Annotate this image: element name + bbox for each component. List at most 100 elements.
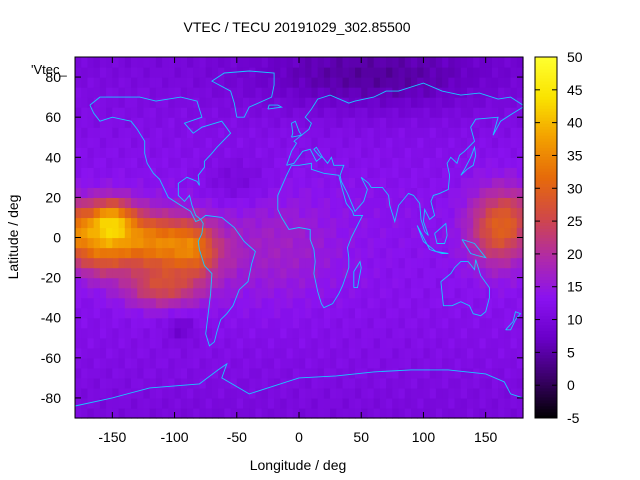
heatmap-cell [491,77,499,88]
heatmap-cell [305,407,313,419]
heatmap-cell [193,267,201,279]
colorbar-frame [534,56,558,419]
heatmap-cell [348,317,356,329]
heatmap-cell [81,167,89,178]
heatmap-cell [205,207,213,219]
heatmap-cell [236,177,244,188]
heatmap-cell [93,67,101,78]
heatmap-cell [286,407,294,419]
heatmap-cell [292,357,300,369]
heatmap-cell [454,407,462,419]
heatmap-cell [361,197,369,209]
heatmap-cell [81,217,89,229]
heatmap-cell [118,307,126,319]
heatmap-cell [211,257,219,269]
heatmap-cell [336,77,344,88]
heatmap-cell [274,187,281,198]
heatmap-cell [255,87,263,98]
heatmap-cell [99,57,107,68]
heatmap-cell [491,327,499,339]
heatmap-cell [311,77,319,88]
heatmap-cell [187,97,194,108]
heatmap-cell [392,247,400,259]
heatmap-cell [274,77,281,88]
heatmap-cell [473,377,481,389]
heatmap-cell [398,227,406,239]
heatmap-cell [392,387,400,399]
heatmap-cell [367,307,375,319]
heatmap-cell [243,337,250,349]
heatmap-cell [280,117,288,128]
heatmap-cell [131,87,138,98]
heatmap-cell [249,187,257,198]
heatmap-cell [479,257,487,269]
heatmap-cell [311,277,319,289]
heatmap-cell [305,397,313,409]
heatmap-cell [423,227,431,239]
heatmap-cell [180,377,188,389]
heatmap-cell [516,97,524,108]
heatmap-cell [149,67,157,78]
heatmap-cell [261,117,269,128]
heatmap-cell [292,297,300,309]
heatmap-cell [330,177,337,188]
heatmap-cell [87,347,95,359]
heatmap-cell [448,397,456,409]
heatmap-cell [211,387,219,399]
heatmap-cell [423,377,431,389]
heatmap-cell [106,107,113,118]
heatmap-cell [193,157,201,168]
heatmap-cell [467,157,474,168]
heatmap-cell [75,257,82,269]
heatmap-cell [236,327,244,339]
heatmap-cell [485,277,493,289]
heatmap-cell [143,257,151,269]
heatmap-cell [118,267,126,279]
heatmap-cell [348,77,356,88]
heatmap-cell [423,287,431,299]
heatmap-cell [473,317,481,329]
heatmap-cell [498,307,505,319]
heatmap-cell [180,297,188,309]
heatmap-cell [106,407,113,419]
heatmap-cell [205,127,213,138]
heatmap-cell [423,407,431,419]
heatmap-cell [180,197,188,209]
heatmap-cell [373,67,381,78]
heatmap-cell [143,327,151,339]
heatmap-cell [454,227,462,239]
heatmap-cell [168,397,176,409]
heatmap-cell [498,67,505,78]
heatmap-cell [411,407,418,419]
x-tick-label: -150 [98,429,126,445]
heatmap-cell [292,227,300,239]
heatmap-cell [205,197,213,209]
heatmap-cell [162,327,169,339]
heatmap-cell [473,267,481,279]
heatmap-cell [106,217,113,229]
heatmap-cell [99,247,107,259]
heatmap-cell [180,177,188,188]
heatmap-cell [155,197,163,209]
heatmap-cell [435,357,443,369]
heatmap-cell [292,327,300,339]
heatmap-cell [504,287,512,299]
heatmap-cell [498,227,505,239]
heatmap-cell [87,297,95,309]
heatmap-cell [442,337,449,349]
heatmap-cell [286,207,294,219]
heatmap-cell [411,257,418,269]
heatmap-cell [131,77,138,88]
heatmap-cell [342,277,350,289]
heatmap-cell [99,407,107,419]
heatmap-cell [423,177,431,188]
heatmap-cell [137,67,145,78]
heatmap-cell [162,247,169,259]
heatmap-cell [218,297,225,309]
colorbar-segment [535,192,557,196]
heatmap-cell [236,387,244,399]
heatmap-cell [168,257,176,269]
heatmap-cell [211,297,219,309]
heatmap-cell [442,167,449,178]
heatmap-cell [330,307,337,319]
